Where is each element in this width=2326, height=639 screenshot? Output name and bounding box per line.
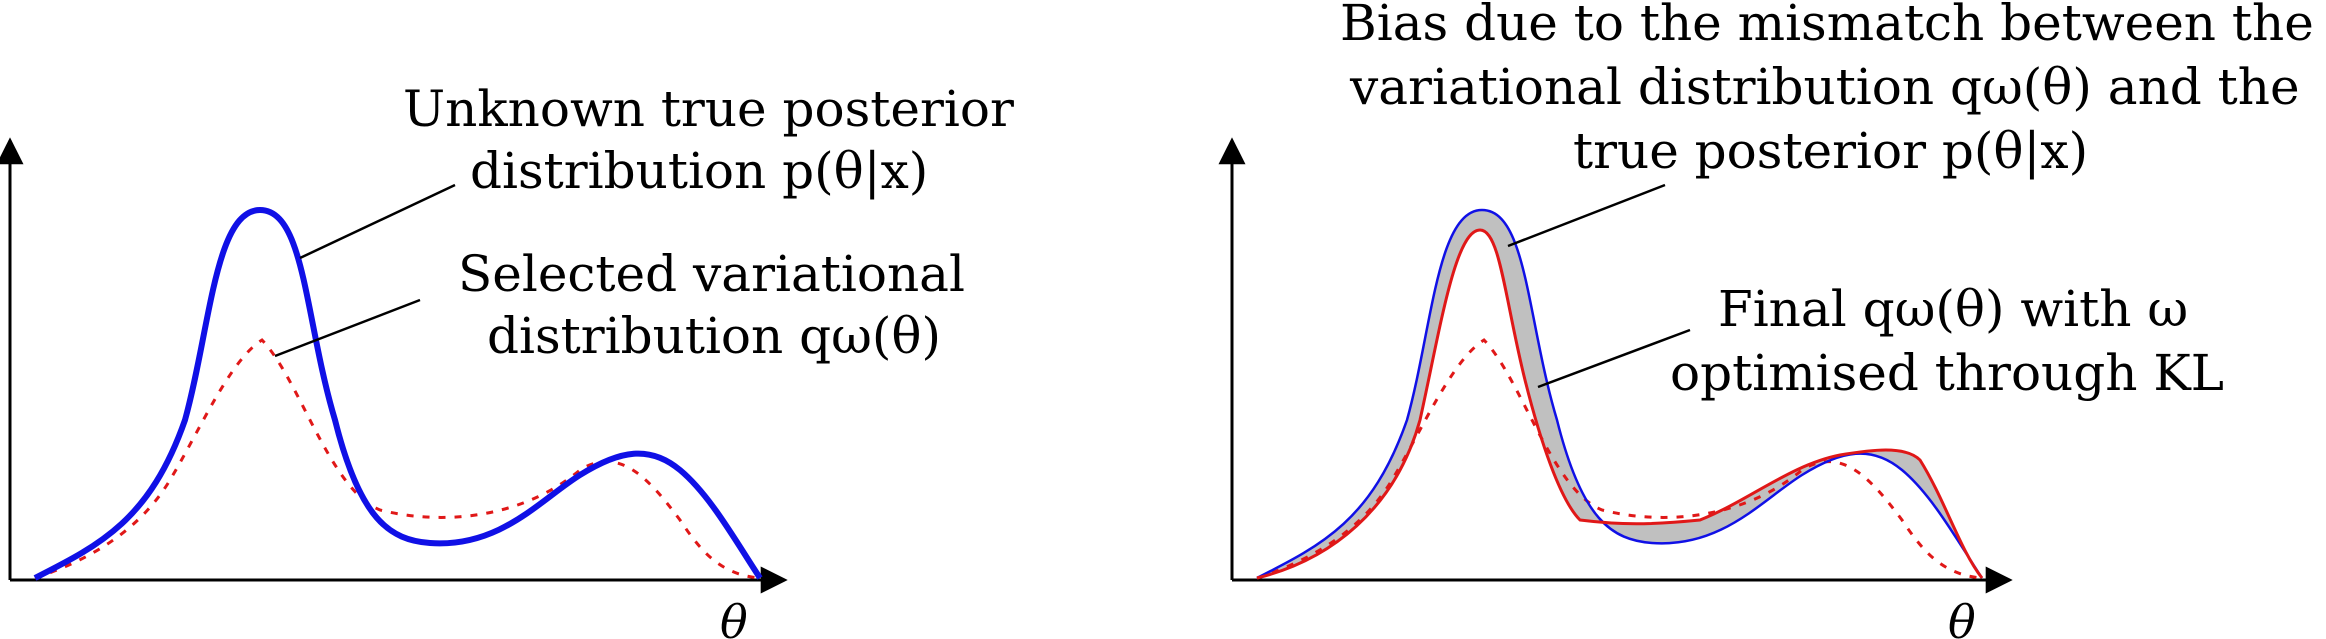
bias-leader xyxy=(1507,183,1666,248)
final-q-label-line2: optimised through KL xyxy=(1670,344,2224,402)
left-posterior-leader xyxy=(299,183,456,260)
bias-label-line2: variational distribution qω(θ) and the xyxy=(1349,58,2300,116)
left-variational-leader xyxy=(274,298,421,358)
bias-region xyxy=(1257,210,1982,578)
left-axis-theta: θ xyxy=(720,595,748,639)
final-q-label-line1: Final qω(θ) with ω xyxy=(1718,280,2188,338)
left-posterior-label-line1: Unknown true posterior xyxy=(403,80,1014,138)
left-variational-curve xyxy=(34,338,761,580)
right-final-q-curve xyxy=(1256,228,1984,580)
right-posterior-curve xyxy=(1256,208,1984,580)
left-posterior-label-line2: distribution p(θ|x) xyxy=(470,142,928,200)
left-posterior-curve xyxy=(33,206,763,581)
left-variational-label-line2: distribution qω(θ) xyxy=(487,307,941,365)
left-panel: θ Unknown true posterior distribution p(… xyxy=(0,80,1014,639)
bias-label-line3: true posterior p(θ|x) xyxy=(1573,122,2088,180)
final-q-leader xyxy=(1537,328,1691,389)
right-panel: θ Bias due to the mismatch between the v… xyxy=(1218,0,2314,639)
right-axis-theta: θ xyxy=(1948,595,1976,639)
left-variational-label-line1: Selected variational xyxy=(458,245,965,303)
bias-label-line1: Bias due to the mismatch between the xyxy=(1340,0,2314,52)
